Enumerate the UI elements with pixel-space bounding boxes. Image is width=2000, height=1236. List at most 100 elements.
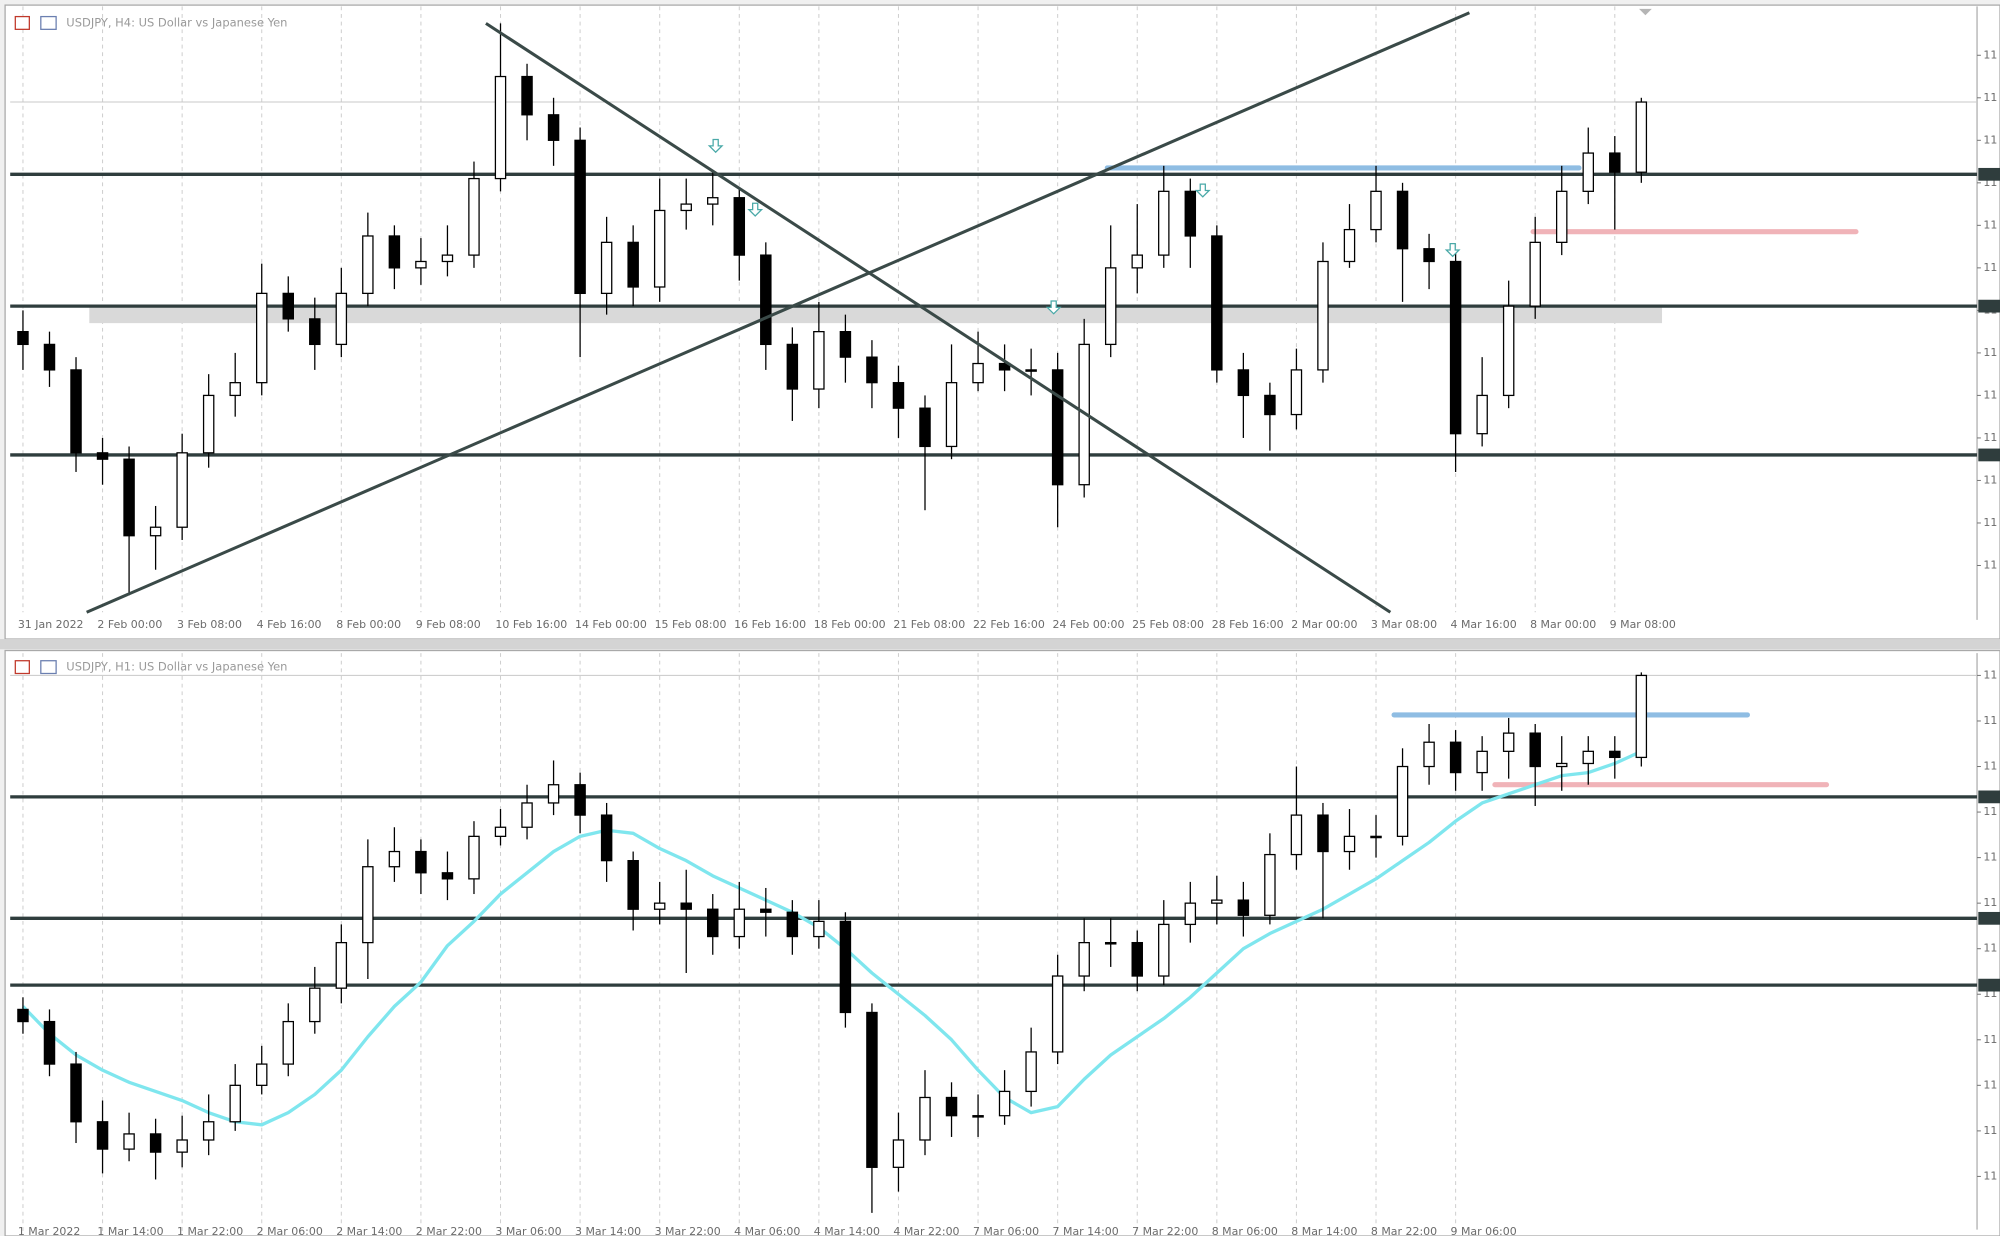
signal-arrow [747, 202, 764, 217]
x-tick-label: 3 Feb 08:00 [177, 618, 242, 631]
candle-body [255, 1063, 268, 1086]
y-tick-label: 11 [1983, 261, 1997, 274]
y-tick-label: 11 [1983, 218, 1997, 231]
y-tick-label: 11 [1983, 473, 1997, 486]
y-tick-label: 11 [1983, 805, 1997, 818]
x-tick-label: 2 Mar 22:00 [416, 1225, 482, 1236]
candle-body [335, 292, 348, 346]
candle-body [362, 866, 374, 944]
candle-body [998, 362, 1011, 371]
x-tick-label: 9 Mar 06:00 [1451, 1225, 1517, 1236]
candle-body [1529, 241, 1541, 307]
candle-body [1370, 835, 1382, 839]
y-tick-label: 11 [1983, 668, 1997, 681]
candle-body [1529, 732, 1541, 768]
candle-body [202, 1121, 215, 1141]
candle-body [945, 1096, 958, 1117]
candle-body [1555, 190, 1568, 243]
candle-body [309, 987, 321, 1023]
x-tick-label: 2 Mar 06:00 [257, 1225, 323, 1236]
candle-body [733, 197, 746, 256]
x-tick-label: 31 Jan 2022 [18, 618, 84, 631]
level-axis-marker [1978, 790, 2000, 804]
y-tick-label: 11 [1983, 942, 1997, 955]
candle-body [600, 241, 613, 295]
candle-body [388, 850, 401, 868]
x-tick-label: 7 Mar 06:00 [973, 1225, 1039, 1236]
level-axis-marker [1978, 299, 2000, 313]
candle-body [70, 1063, 82, 1123]
candle-body [1131, 941, 1143, 977]
candle-body [1317, 814, 1329, 853]
candle-body [866, 1011, 878, 1168]
candle-body [43, 1020, 56, 1065]
candle-body [1211, 899, 1223, 904]
candle-body [1449, 260, 1462, 435]
candle-body [892, 382, 905, 409]
candle-body [786, 343, 799, 390]
candle-body [839, 331, 852, 358]
y-tick-label: 11 [1983, 346, 1997, 359]
x-tick-label: 3 Mar 14:00 [575, 1225, 641, 1236]
y-tick-label: 11 [1983, 431, 1997, 444]
candle-body [627, 860, 639, 910]
window-icon [40, 660, 57, 675]
y-tick-label: 11 [1983, 1033, 1997, 1046]
candle-body [123, 1133, 135, 1150]
candle-body [309, 318, 321, 346]
candle-body [1635, 101, 1648, 173]
candle-body [494, 75, 507, 180]
x-tick-label: 1 Mar 14:00 [97, 1225, 163, 1236]
candle-body [1158, 923, 1170, 977]
signal-arrow [707, 138, 724, 154]
x-tick-label: 24 Feb 00:00 [1053, 618, 1125, 631]
candle-body [1343, 835, 1356, 853]
level-axis-marker [1978, 911, 2000, 925]
candle-body [1609, 152, 1621, 173]
candle-body [1211, 235, 1223, 371]
candle-body [733, 908, 746, 938]
candle-body [1635, 674, 1648, 759]
candle-body [1158, 190, 1170, 256]
candle-body [415, 850, 427, 874]
x-tick-label: 8 Mar 22:00 [1371, 1225, 1437, 1236]
candle-body [1184, 902, 1197, 926]
candle-body [813, 331, 825, 390]
candle-body [202, 394, 215, 454]
x-tick-label: 3 Mar 08:00 [1371, 618, 1437, 631]
level-axis-marker [1978, 978, 2000, 992]
chart-window-h1 [4, 649, 2000, 1236]
candle-body [362, 235, 374, 295]
zone-band [89, 306, 1663, 324]
x-tick-label: 8 Mar 14:00 [1291, 1225, 1357, 1236]
candle-body [1476, 394, 1488, 435]
y-tick-label: 11 [1983, 896, 1997, 909]
candle-body [1555, 762, 1568, 768]
candle-body [1582, 152, 1595, 192]
candle-body [574, 784, 586, 816]
x-tick-label: 2 Mar 00:00 [1291, 618, 1357, 631]
candle-body [1104, 267, 1117, 346]
candle-body [1582, 750, 1595, 765]
candle-body [96, 452, 109, 460]
signal-arrow [1194, 183, 1211, 198]
candle-body [17, 1008, 29, 1023]
x-tick-label: 3 Mar 06:00 [495, 1225, 561, 1236]
candle-body [680, 902, 692, 910]
y-tick-label: 11 [1983, 133, 1997, 146]
candle-body [1290, 814, 1303, 856]
y-tick-label: 11 [1983, 558, 1997, 571]
candle-body [1290, 369, 1303, 416]
candle-body [70, 369, 82, 454]
signal-arrow [1444, 242, 1461, 258]
trendline [86, 11, 1471, 614]
candle-body [547, 114, 560, 141]
candle-body [229, 382, 241, 397]
y-tick-label: 11 [1983, 1078, 1997, 1091]
y-tick-label: 11 [1983, 714, 1997, 727]
shift-marker [1639, 8, 1652, 16]
candle-body [786, 911, 799, 938]
x-tick-label: 14 Feb 00:00 [575, 618, 647, 631]
candle-body [945, 382, 958, 448]
candle-body [919, 407, 931, 448]
